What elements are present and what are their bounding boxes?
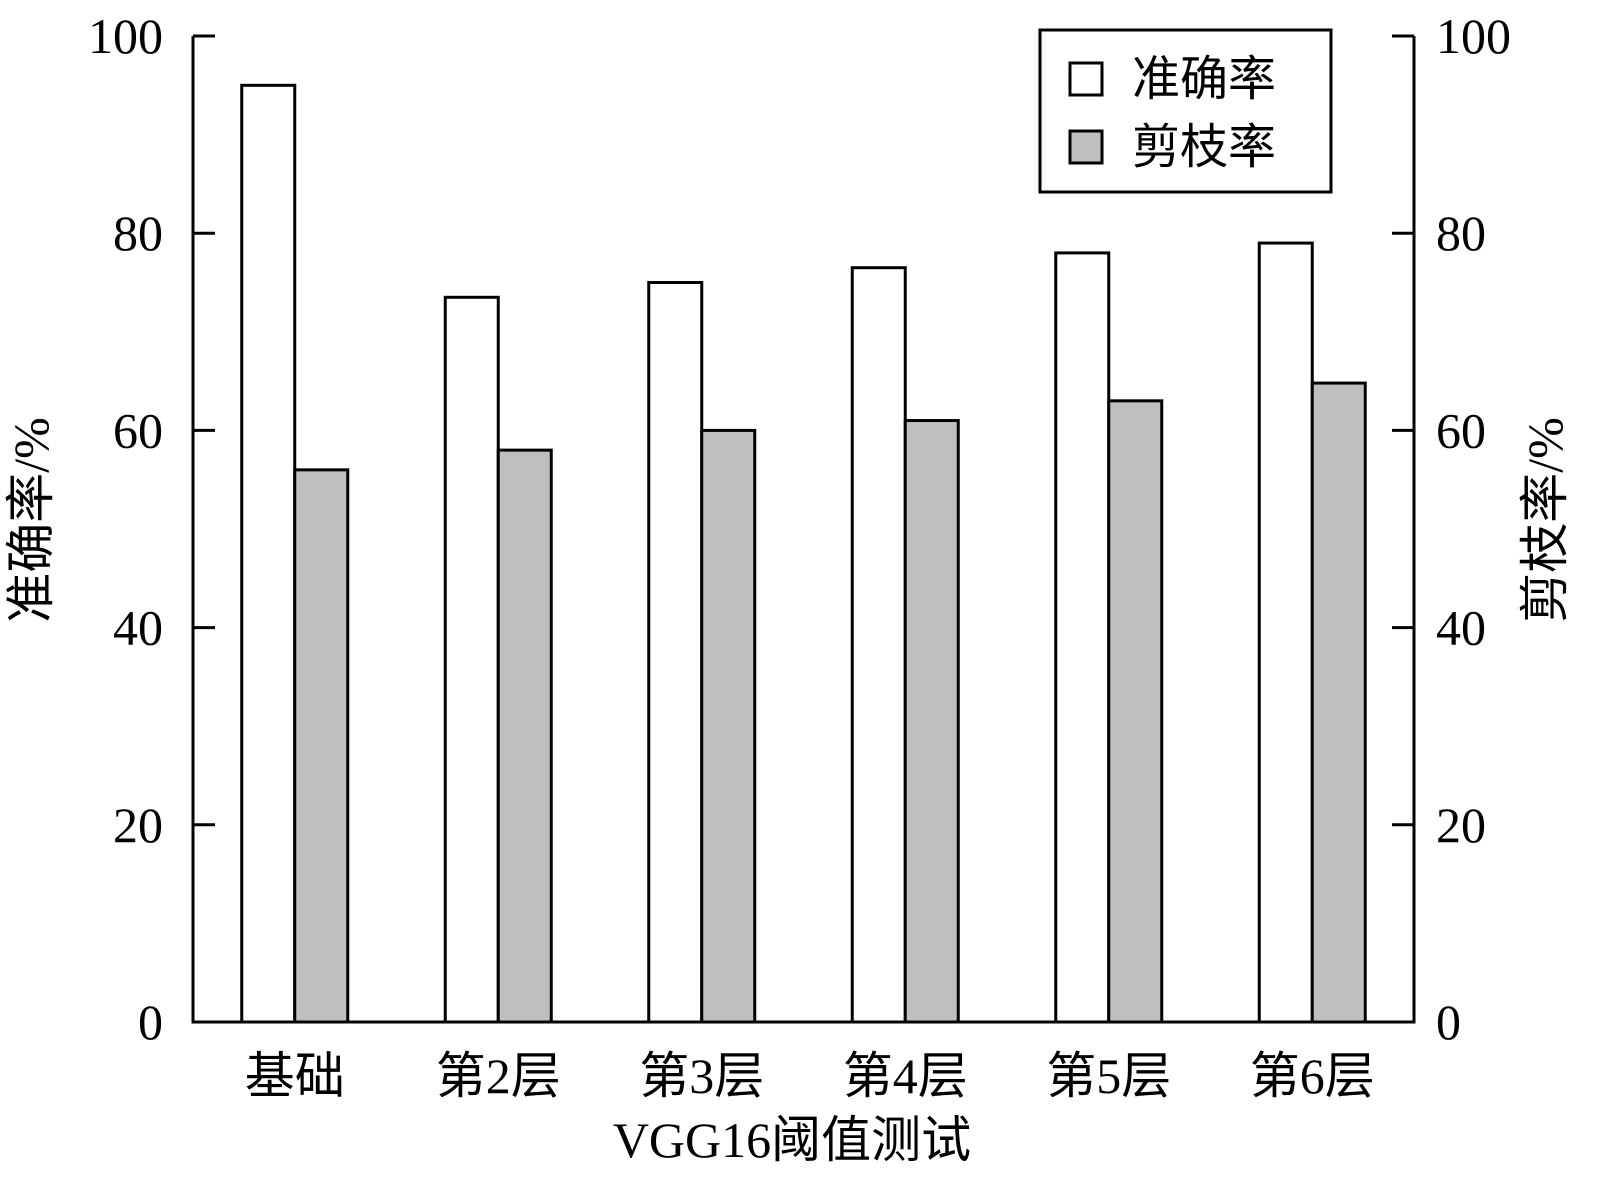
x-tick-label-4: 第5层 bbox=[1046, 1048, 1171, 1104]
bar-accuracy-5 bbox=[1257, 241, 1314, 1024]
bar-accuracy-3 bbox=[850, 266, 907, 1024]
bar-accuracy-0 bbox=[240, 83, 297, 1024]
legend-label-accuracy: 准确率 bbox=[1132, 53, 1276, 106]
right-y-tick-label-0: 0 bbox=[1436, 994, 1461, 1050]
right-y-tick-label-1: 20 bbox=[1436, 797, 1486, 853]
bar-pruning-4 bbox=[1107, 399, 1164, 1024]
legend-swatch-pruning bbox=[1068, 129, 1104, 165]
bar-pruning-2 bbox=[700, 428, 757, 1024]
left-y-tick-label-0: 0 bbox=[138, 994, 163, 1050]
bar-pruning-1 bbox=[496, 448, 553, 1024]
x-tick-label-2: 第3层 bbox=[639, 1048, 764, 1104]
bar-accuracy-1 bbox=[443, 295, 500, 1024]
x-tick-label-1: 第2层 bbox=[436, 1048, 561, 1104]
right-y-tick-label-5: 100 bbox=[1436, 8, 1511, 64]
x-tick-label-0: 基础 bbox=[245, 1048, 345, 1104]
left-y-tick-label-3: 60 bbox=[113, 402, 163, 458]
axes-layer bbox=[191, 36, 1416, 1024]
bar-pruning-0 bbox=[293, 468, 350, 1024]
left-y-tick-label-4: 80 bbox=[113, 205, 163, 261]
legend: 准确率 剪枝率 bbox=[1038, 28, 1333, 194]
bar-pruning-3 bbox=[903, 419, 960, 1024]
left-y-axis-title: 准确率/% bbox=[3, 417, 59, 623]
right-y-tick-label-3: 60 bbox=[1436, 402, 1486, 458]
left-y-tick-label-2: 40 bbox=[113, 600, 163, 656]
x-tick-label-3: 第4层 bbox=[843, 1048, 968, 1104]
bar-pruning-5 bbox=[1310, 381, 1367, 1024]
legend-box bbox=[1038, 28, 1333, 194]
right-y-tick-label-2: 40 bbox=[1436, 600, 1486, 656]
bar-accuracy-4 bbox=[1054, 251, 1111, 1024]
bar-accuracy-2 bbox=[647, 281, 704, 1024]
left-y-tick-label-5: 100 bbox=[88, 8, 163, 64]
category-labels: 基础 第2层 第3层 第4层 第5层 第6层 bbox=[245, 1048, 1375, 1104]
bars-layer bbox=[240, 83, 1367, 1024]
x-tick-label-5: 第6层 bbox=[1250, 1048, 1375, 1104]
x-axis-title: VGG16阈值测试 bbox=[613, 1112, 971, 1168]
left-y-tick-label-1: 20 bbox=[113, 797, 163, 853]
legend-label-pruning: 剪枝率 bbox=[1132, 121, 1276, 174]
right-y-tick-label-4: 80 bbox=[1436, 205, 1486, 261]
legend-swatch-accuracy bbox=[1068, 61, 1104, 97]
ticks-layer: 0 0 20 20 40 40 60 60 80 80 100 100 bbox=[88, 8, 1511, 1050]
right-y-axis-title: 剪枝率/% bbox=[1517, 417, 1573, 623]
